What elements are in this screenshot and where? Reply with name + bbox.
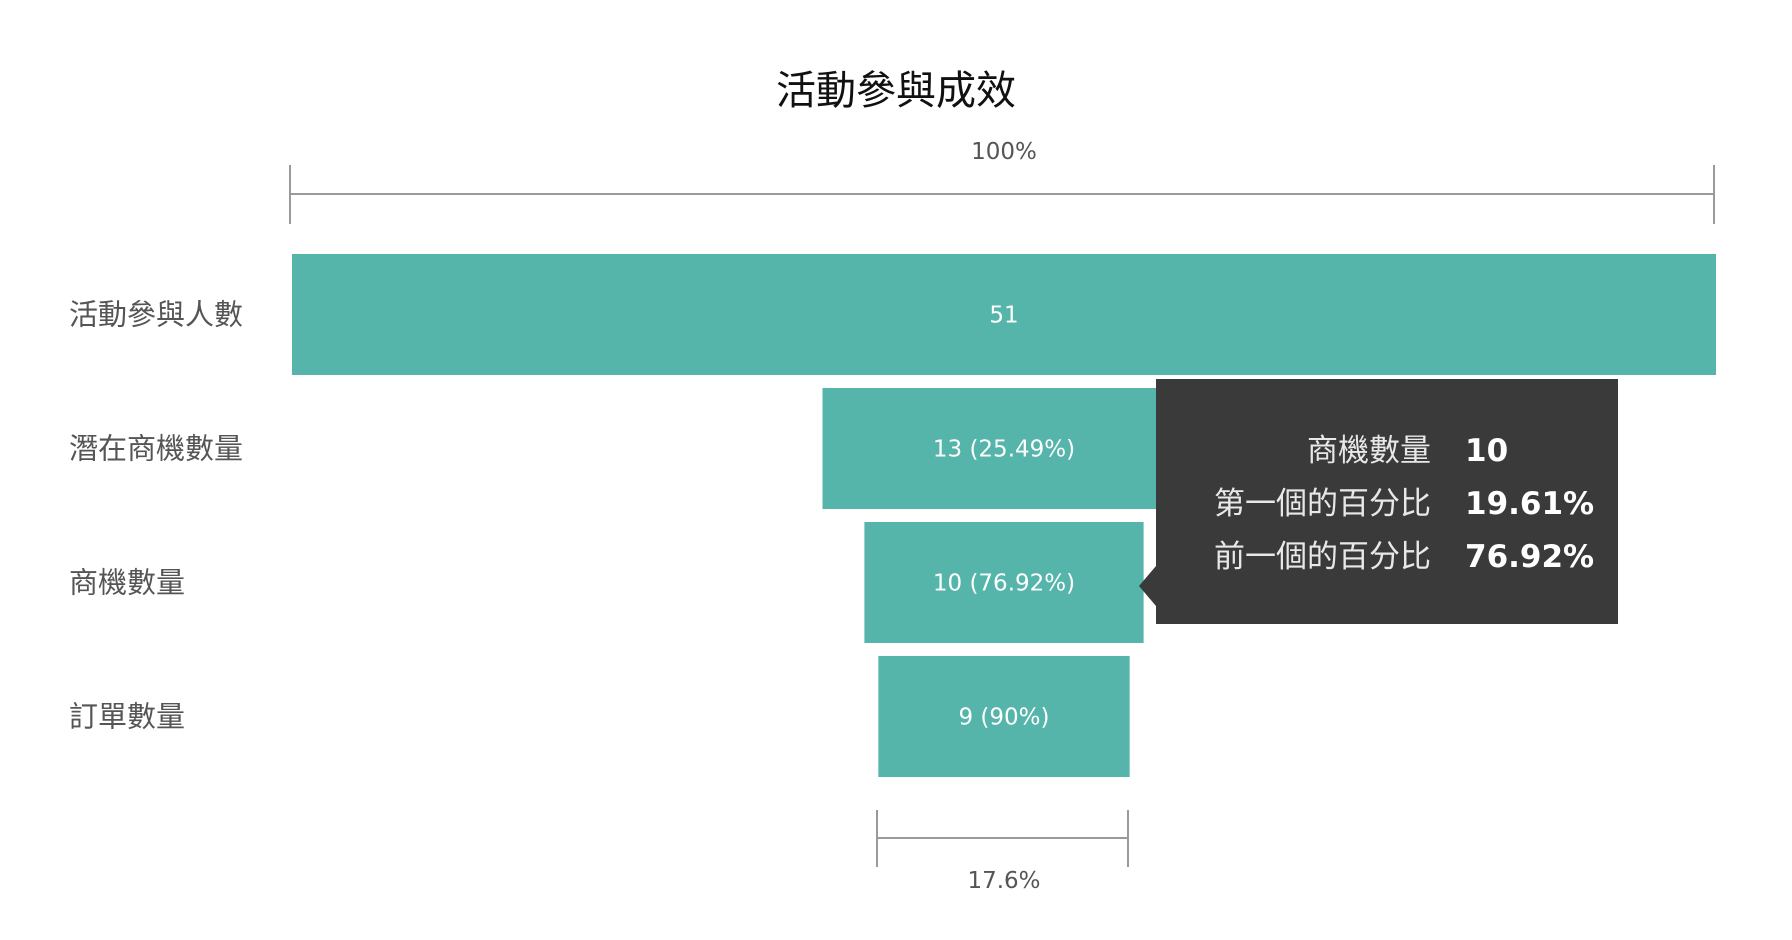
category-label-3: 商機數量 bbox=[69, 566, 185, 600]
bar-value-label-3: 10 (76.92%) bbox=[933, 571, 1075, 597]
funnel-bars: 51 活動參與人數 13 (25.49%) 潛在商機數量 10 (76.92%) 商機數量… bbox=[69, 254, 1716, 777]
top-measure: 100% bbox=[289, 139, 1715, 224]
tooltip: 商機數量 10 第一個的百分比 19.61% 前一個的百分比 76.92% bbox=[1139, 379, 1618, 624]
category-label-4: 訂單數量 bbox=[69, 700, 185, 734]
tooltip-pointer bbox=[1139, 566, 1156, 606]
bar-value-label-2: 13 (25.49%) bbox=[933, 437, 1075, 463]
tooltip-value-1: 10 bbox=[1465, 433, 1508, 469]
bar-value-label-1: 51 bbox=[989, 303, 1018, 329]
tooltip-label-1: 商機數量 bbox=[1307, 433, 1431, 469]
chart-title: 活動參與成效 bbox=[776, 68, 1016, 114]
funnel-bar-4[interactable] bbox=[878, 656, 1130, 777]
tooltip-label-3: 前一個的百分比 bbox=[1214, 539, 1431, 575]
tooltip-label-2: 第一個的百分比 bbox=[1214, 486, 1431, 522]
category-label-2: 潛在商機數量 bbox=[69, 432, 243, 466]
tooltip-box bbox=[1156, 379, 1618, 624]
bottom-measure: 17.6% bbox=[876, 810, 1129, 894]
top-measure-label: 100% bbox=[971, 139, 1037, 165]
tooltip-value-3: 76.92% bbox=[1465, 539, 1594, 575]
category-label-1: 活動參與人數 bbox=[69, 298, 243, 332]
bar-value-label-4: 9 (90%) bbox=[958, 705, 1049, 731]
funnel-bar-3[interactable] bbox=[864, 522, 1144, 643]
funnel-bar-2[interactable] bbox=[822, 388, 1186, 509]
bottom-measure-label: 17.6% bbox=[967, 868, 1040, 894]
tooltip-value-2: 19.61% bbox=[1465, 486, 1594, 522]
funnel-bar-1[interactable] bbox=[292, 254, 1716, 375]
